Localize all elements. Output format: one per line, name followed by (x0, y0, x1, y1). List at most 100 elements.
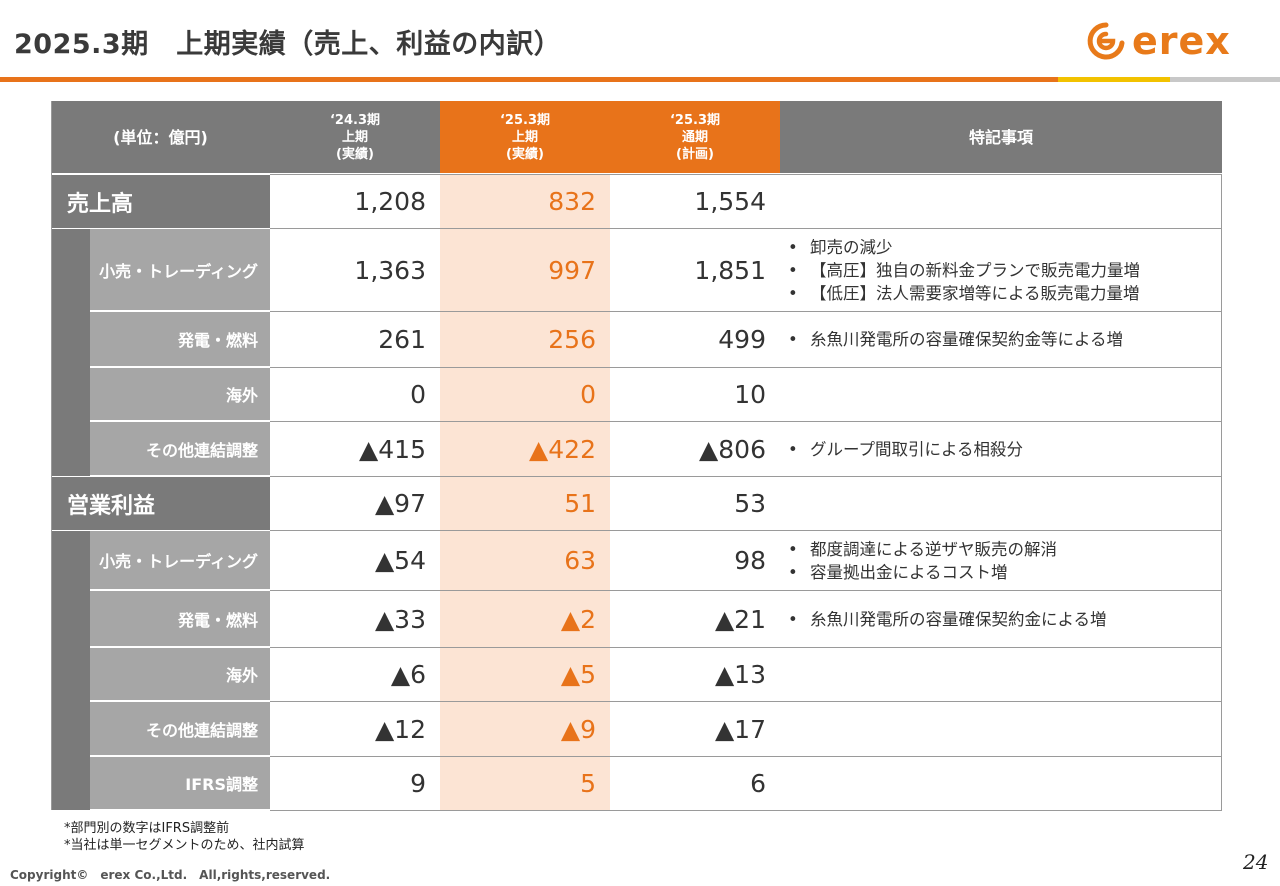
grid-line (270, 174, 1222, 175)
notes-list: グループ間取引による相殺分 (788, 438, 1023, 461)
grid-line (270, 476, 1222, 477)
profit-row-value: 98 (734, 546, 766, 575)
note-item: 糸魚川発電所の容量確保契約金等による増 (788, 328, 1123, 351)
profit-row-value: ▲17 (714, 714, 766, 744)
profit-total-value: 53 (734, 489, 766, 518)
profit-row-value: ▲33 (374, 604, 426, 634)
sales-row-label: 小売・トレーディング (90, 229, 270, 311)
sales-row-value: 997 (440, 229, 610, 311)
title-rule-yellow (1058, 77, 1170, 82)
sales-row-value: 10 (734, 380, 766, 409)
note-item: 【低圧】法人需要家増等による販売電力量増 (788, 282, 1140, 305)
grid-line (270, 311, 1222, 312)
sales-row-value: 1,363 (354, 255, 426, 285)
profit-row-value: ▲12 (374, 714, 426, 744)
profit-row-label: 発電・燃料 (90, 591, 270, 647)
notes-list: 糸魚川発電所の容量確保契約金による増 (788, 608, 1107, 631)
notes-cell (780, 175, 1222, 228)
sales-label: 売上高 (51, 175, 270, 228)
grid-line (270, 756, 1222, 757)
profit-row-value: ▲21 (714, 604, 766, 634)
notes-cell (780, 648, 1222, 701)
header-line: 上期 (341, 129, 368, 145)
header-unit: (単位：億円) (51, 101, 270, 173)
sales-row-value: ▲422 (440, 422, 610, 476)
header-col-24-h1-actual: ‘24.3期 上期 (実績) (270, 101, 440, 173)
sales-row-value: 0 (410, 380, 426, 409)
notes-cell: 糸魚川発電所の容量確保契約金による増 (780, 591, 1222, 647)
profit-row-value: 63 (440, 531, 610, 590)
erex-logo-icon (1087, 22, 1125, 60)
profit-row-label: IFRS調整 (90, 757, 270, 810)
grid-line (270, 590, 1222, 591)
note-item: 【高圧】独自の新料金プランで販売電力量増 (788, 259, 1140, 282)
profit-total-value: 51 (440, 477, 610, 530)
sales-row-value: 0 (440, 368, 610, 421)
profit-total-value: ▲97 (374, 489, 426, 518)
page-title: 2025.3期 上期実績（売上、利益の内訳） (14, 29, 562, 60)
header-line: (計画) (676, 146, 714, 162)
logo-text: erex (1132, 19, 1231, 63)
header-notes: 特記事項 (780, 101, 1222, 173)
header-line: ‘24.3期 (329, 112, 380, 128)
sales-row-value: ▲415 (359, 434, 426, 464)
grid-line (1221, 174, 1222, 810)
notes-list: 糸魚川発電所の容量確保契約金等による増 (788, 328, 1123, 351)
grid-line (270, 421, 1222, 422)
profit-label: 営業利益 (51, 477, 270, 530)
note-item: 容量拠出金によるコスト増 (788, 561, 1057, 584)
notes-cell: グループ間取引による相殺分 (780, 422, 1222, 476)
grid-line (270, 228, 1222, 229)
note-item: グループ間取引による相殺分 (788, 438, 1023, 461)
grid-line (51, 101, 52, 810)
sales-side-band (51, 229, 90, 476)
sales-total-value: 1,554 (694, 187, 766, 216)
notes-cell: 卸売の減少【高圧】独自の新料金プランで販売電力量増【低圧】法人需要家増等による販… (780, 229, 1222, 311)
profit-row-value: 5 (440, 757, 610, 810)
header-line: (実績) (336, 146, 374, 162)
sales-row-label: その他連結調整 (90, 422, 270, 476)
sales-total-value: 1,208 (354, 187, 426, 216)
sales-row-value: 499 (718, 325, 766, 354)
notes-cell (780, 702, 1222, 756)
notes-cell: 都度調達による逆ザヤ販売の解消容量拠出金によるコスト増 (780, 531, 1222, 590)
header-line: (実績) (506, 146, 544, 162)
profit-row-value: 9 (410, 769, 426, 798)
page-number: 24 (1243, 850, 1269, 874)
sales-row-value: ▲806 (699, 434, 766, 464)
profit-row-value: ▲54 (374, 546, 426, 575)
header-col-25-h1-actual: ‘25.3期 上期 (実績) (440, 101, 610, 173)
grid-line (270, 701, 1222, 702)
sales-row-value: 1,851 (694, 255, 766, 285)
profit-row-label: 小売・トレーディング (90, 531, 270, 590)
header-line: 通期 (681, 129, 708, 145)
notes-cell (780, 368, 1222, 421)
note-item: 都度調達による逆ザヤ販売の解消 (788, 538, 1057, 561)
footnote: *部門別の数字はIFRS調整前 (64, 821, 230, 836)
profit-row-value: 6 (750, 769, 766, 798)
title-rule-gray (1170, 77, 1280, 82)
profit-row-value: ▲2 (440, 591, 610, 647)
profit-row-value: ▲9 (440, 702, 610, 756)
grid-line (270, 367, 1222, 368)
profit-row-value: ▲13 (714, 660, 766, 689)
note-item: 卸売の減少 (788, 236, 1140, 259)
sales-row-label: 海外 (90, 368, 270, 421)
profit-row-label: その他連結調整 (90, 702, 270, 756)
footnote: *当社は単一セグメントのため、社内試算 (64, 838, 305, 853)
note-item: 糸魚川発電所の容量確保契約金による増 (788, 608, 1107, 631)
company-logo: erex (1086, 18, 1231, 64)
grid-line (270, 647, 1222, 648)
grid-line (270, 810, 1222, 811)
profit-row-value: ▲6 (390, 660, 426, 689)
grid-line (270, 530, 1222, 531)
sales-row-value: 261 (378, 325, 426, 354)
sales-total-value: 832 (440, 175, 610, 228)
notes-list: 卸売の減少【高圧】独自の新料金プランで販売電力量増【低圧】法人需要家増等による販… (788, 236, 1140, 305)
profit-side-band (51, 531, 90, 810)
header-line: ‘25.3期 (499, 112, 550, 128)
notes-list: 都度調達による逆ザヤ販売の解消容量拠出金によるコスト増 (788, 538, 1057, 584)
sales-row-value: 256 (440, 312, 610, 367)
title-rule-orange (0, 77, 1058, 82)
profit-row-label: 海外 (90, 648, 270, 701)
